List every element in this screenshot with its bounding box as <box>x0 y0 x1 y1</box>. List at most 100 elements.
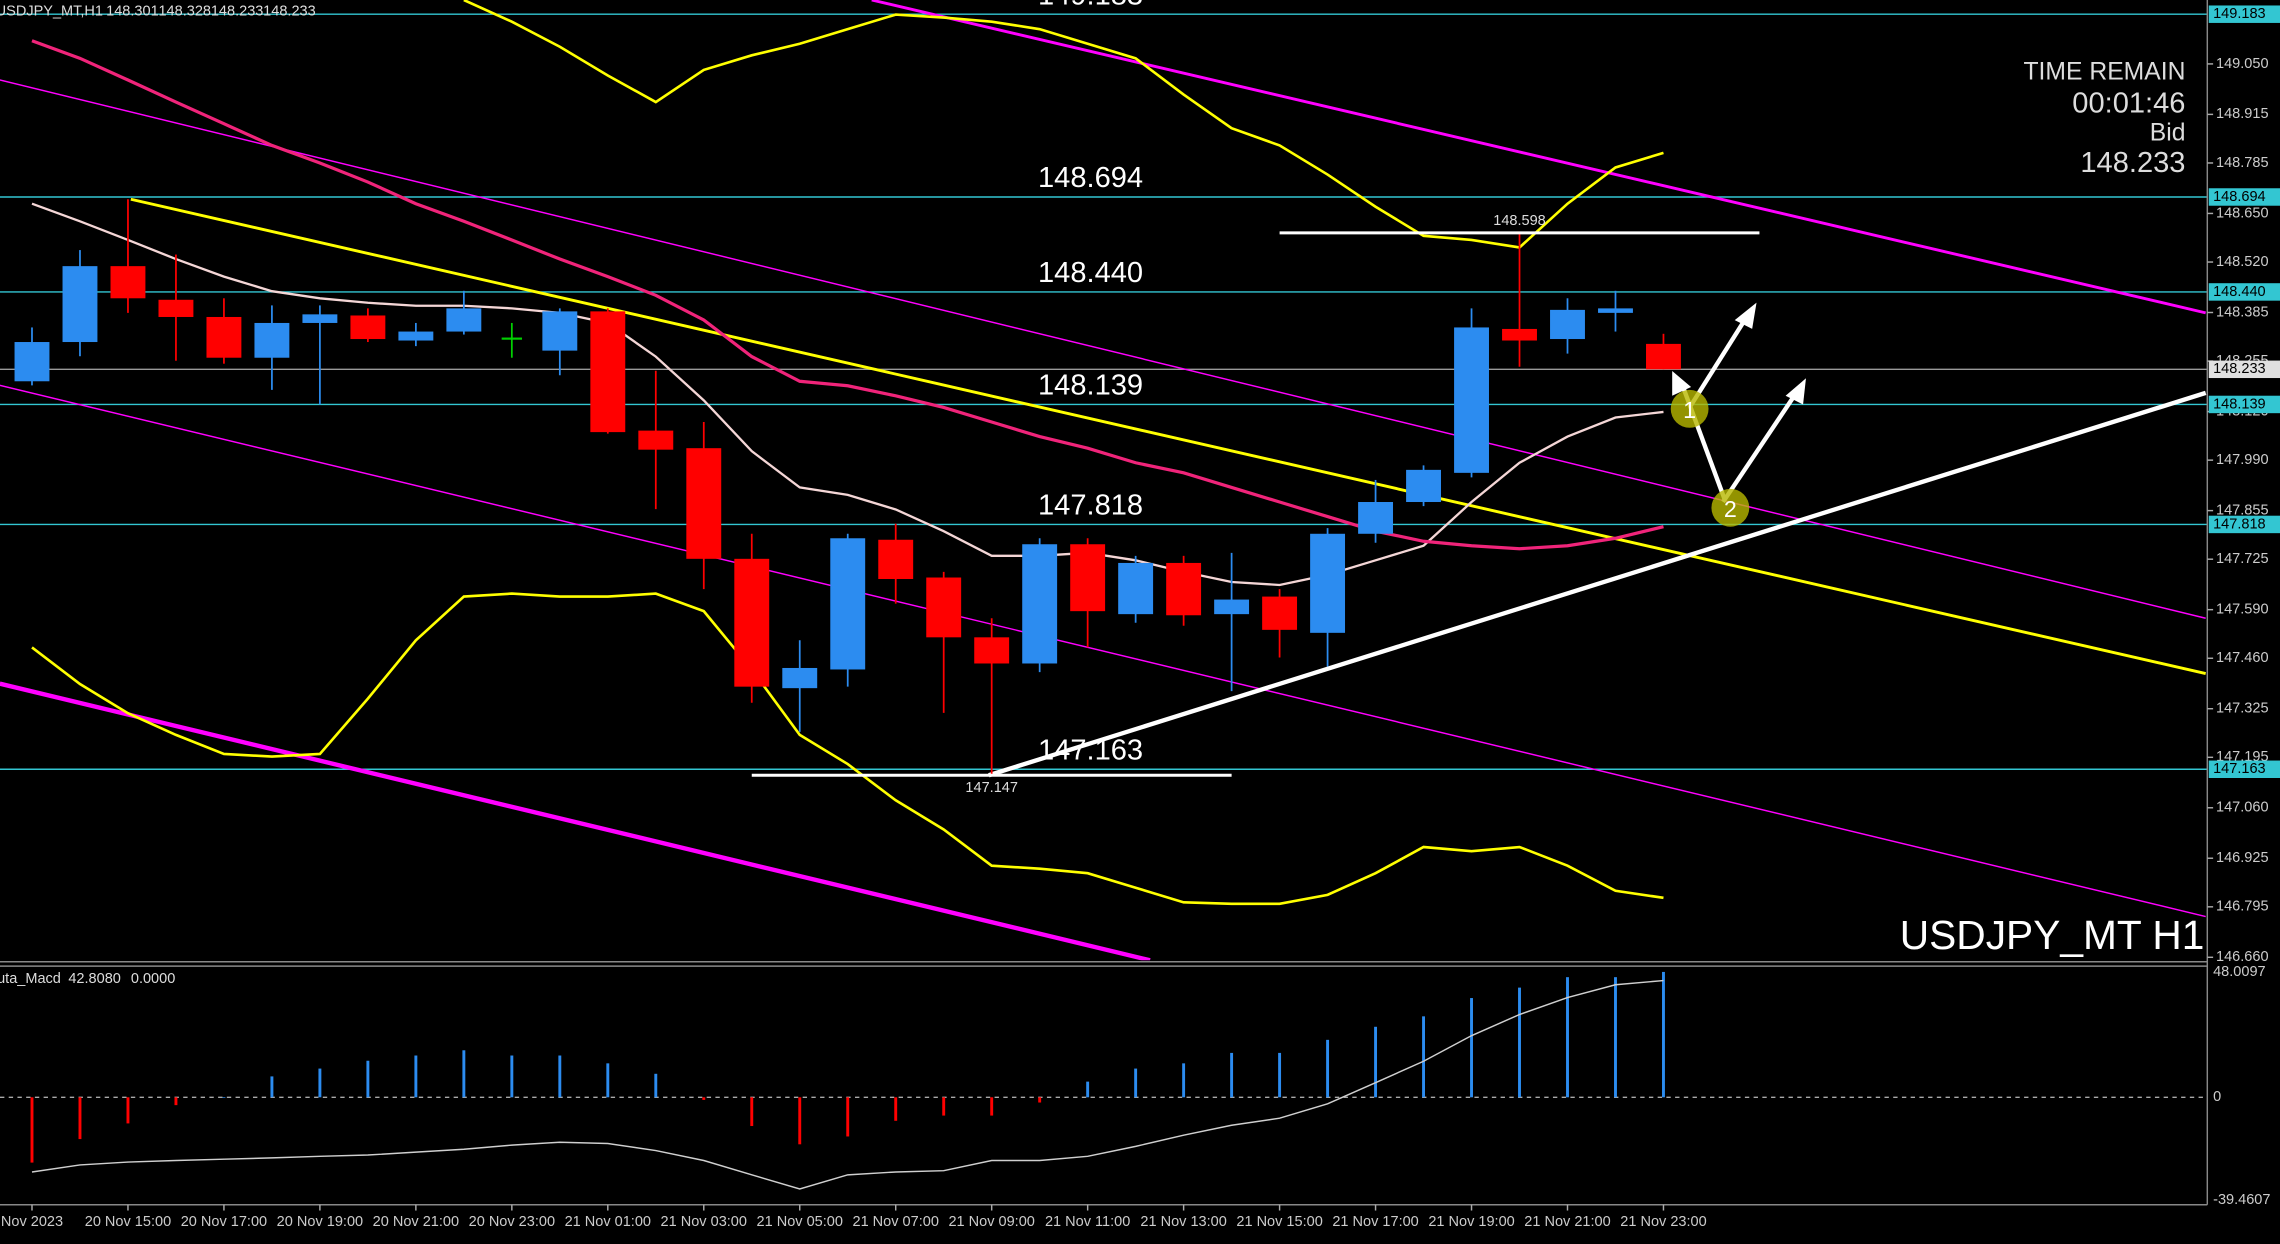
header-low: 148.233 <box>211 3 264 19</box>
indicator-line <box>31 39 1664 551</box>
candle-body <box>926 577 962 638</box>
bid-box-label: 148.233 <box>2213 361 2266 377</box>
x-tick-label: 21 Nov 19:00 <box>1428 1214 1514 1230</box>
macd-bar <box>222 1097 226 1099</box>
marker-label: 1 <box>1683 397 1696 423</box>
candle-body <box>14 342 50 382</box>
level-box <box>2208 283 2280 301</box>
candle-body <box>1646 343 1681 370</box>
main-panel: 149.183 148.694 148.440 148.139 147.818 147.1… <box>0 0 2208 961</box>
candle-body <box>158 299 194 317</box>
macd-bar <box>798 1097 802 1145</box>
x-tick-label: 21 Nov 09:00 <box>948 1214 1034 1230</box>
candle-body <box>254 322 290 358</box>
y-tick-label: 148.385 <box>2216 304 2269 320</box>
x-tick-label: Nov 2023 <box>1 1214 63 1230</box>
macd-panel <box>0 971 2208 1190</box>
x-tick-label: 21 Nov 13:00 <box>1140 1214 1226 1230</box>
candle-body <box>590 311 626 433</box>
level-box-label: 148.440 <box>2213 284 2266 300</box>
level-box-label: 148.694 <box>2213 189 2266 205</box>
macd-signal-value: 0.0000 <box>131 971 175 987</box>
x-tick-label: 20 Nov 19:00 <box>277 1214 363 1230</box>
level-text: 147.818 <box>1038 490 1143 522</box>
candle-body <box>110 266 146 299</box>
macd-bar <box>1614 977 1617 1098</box>
arrow-head <box>1785 378 1806 405</box>
y-tick-label: 147.060 <box>2216 800 2269 816</box>
trendline <box>871 0 2207 315</box>
macd-bar <box>510 1055 514 1098</box>
arrow <box>1687 311 1752 409</box>
y-tick-label: 147.590 <box>2216 602 2269 618</box>
candle-body <box>542 311 578 351</box>
macd-bar <box>174 1097 178 1106</box>
candle-body <box>398 331 434 341</box>
macd-bar <box>1518 987 1521 1098</box>
macd-tick-label: -39.4607 <box>2213 1192 2270 1208</box>
macd-bar <box>30 1097 34 1163</box>
macd-bar <box>1326 1039 1330 1098</box>
indicator-line <box>31 592 1664 906</box>
macd-bar <box>894 1097 898 1121</box>
candle-body <box>501 337 523 340</box>
trendline <box>988 390 2207 778</box>
arrow <box>1721 385 1802 504</box>
level-text: 148.440 <box>1038 257 1143 289</box>
macd-bar <box>1086 1081 1090 1098</box>
y-tick-label: 148.915 <box>2216 106 2269 122</box>
bid-label: Bid <box>2150 119 2186 146</box>
macd-line <box>31 979 1664 1190</box>
candle-body <box>350 315 386 340</box>
info: USDJPY_MT,H1 148.301 148.328 148.233 148… <box>0 3 2204 987</box>
candle-body <box>206 316 242 358</box>
candle-body <box>1262 596 1298 630</box>
candle-body <box>782 667 818 689</box>
candle-body <box>1454 327 1489 473</box>
candle-body <box>686 448 722 559</box>
time-remain: 00:01:46 <box>2072 87 2185 119</box>
macd-bar <box>126 1097 130 1124</box>
candle-body <box>1166 562 1202 616</box>
level-box <box>2208 5 2280 23</box>
candle-body <box>302 314 338 323</box>
level-box-label: 148.139 <box>2213 396 2266 412</box>
x-tick-label: 20 Nov 21:00 <box>373 1214 459 1230</box>
candle-body <box>638 430 674 450</box>
candle-body <box>446 308 482 332</box>
macd-bar <box>270 1076 274 1098</box>
bid: 148.233 <box>2080 147 2185 179</box>
trendline <box>0 681 1151 961</box>
level-box <box>2208 760 2280 779</box>
level-box-label: 147.818 <box>2213 516 2266 532</box>
candle-body <box>830 538 866 670</box>
candle-body <box>1358 502 1394 534</box>
header-open: 148.301 <box>106 3 159 19</box>
candle-body <box>1550 309 1585 340</box>
candle-body <box>1214 599 1250 615</box>
y-tick-label: 147.460 <box>2216 650 2269 666</box>
level-text: 149.183 <box>1038 0 1143 11</box>
x-tick-label: 21 Nov 15:00 <box>1236 1214 1322 1230</box>
level-box-label: 149.183 <box>2213 6 2266 22</box>
time-remain-label: TIME REMAIN <box>2023 58 2185 85</box>
x-tick-label: 20 Nov 15:00 <box>85 1214 171 1230</box>
macd-bar <box>1662 971 1665 1098</box>
candle-body <box>1310 533 1346 633</box>
x-tick-label: 21 Nov 05:00 <box>757 1214 843 1230</box>
y-tick-label: 149.050 <box>2216 56 2269 72</box>
macd-bar <box>990 1097 994 1116</box>
macd-bar <box>366 1060 370 1098</box>
macd-bar <box>318 1068 322 1098</box>
macd-tick-label: 0 <box>2213 1089 2221 1105</box>
y-tick-label: 147.990 <box>2216 452 2269 468</box>
macd-tick-label: 48.0097 <box>2213 964 2266 980</box>
y-tick-label: 147.325 <box>2216 701 2269 717</box>
x-tick-label: 21 Nov 23:00 <box>1620 1214 1706 1230</box>
y-tick-label: 146.660 <box>2216 949 2269 965</box>
y-tick-label: 148.785 <box>2216 155 2269 171</box>
arrow-head <box>1734 302 1757 329</box>
